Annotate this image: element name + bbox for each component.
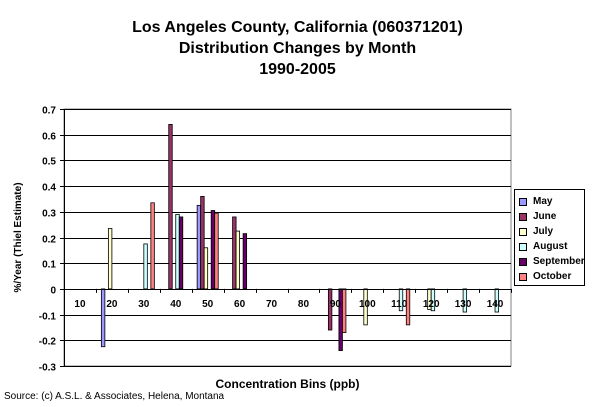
x-tick-label: 60 — [234, 299, 246, 310]
legend-label: July — [533, 226, 554, 237]
legend-item-september: September — [519, 254, 585, 269]
legend-swatch — [519, 227, 527, 236]
bar-may-20 — [100, 288, 106, 348]
legend-swatch — [519, 212, 527, 221]
bar-june-50 — [200, 195, 205, 290]
x-tick-label: 100 — [359, 299, 376, 310]
legend-item-june: June — [519, 209, 584, 224]
y-tick-label: 0.1 — [42, 260, 56, 271]
chart-title-line-2: Distribution Changes by Month — [178, 40, 417, 57]
bar-july-20 — [107, 228, 113, 290]
y-tick-label: -0.2 — [39, 337, 57, 348]
bar-october-90 — [342, 288, 347, 333]
y-tick-label: 0.6 — [42, 132, 56, 143]
legend-item-august: August — [519, 239, 584, 254]
legend-item-october: October — [519, 269, 584, 284]
bar-august-110 — [398, 288, 404, 312]
y-tick-label: 0.7 — [42, 106, 56, 117]
bar-august-40 — [175, 213, 180, 290]
bar-september-50 — [210, 210, 216, 290]
x-tick-label: 110 — [391, 299, 408, 310]
chart-legend: May June July August September October — [514, 189, 585, 286]
bar-august-140 — [494, 288, 499, 313]
legend-label: June — [533, 211, 557, 222]
legend-swatch — [519, 197, 527, 206]
x-tick-label: 50 — [202, 299, 214, 310]
x-tick-label: 30 — [138, 299, 150, 310]
x-tick-label: 90 — [330, 299, 342, 310]
legend-swatch — [519, 272, 527, 281]
y-tick-label: 0.2 — [42, 235, 56, 246]
legend-label: August — [533, 241, 568, 252]
bar-june-40 — [168, 124, 173, 290]
legend-swatch — [519, 242, 527, 251]
y-tick-label: 0.5 — [42, 157, 56, 168]
bar-july-50 — [203, 247, 209, 290]
bar-september-60 — [242, 233, 248, 290]
x-tick-label: 20 — [106, 299, 118, 310]
legend-swatch — [519, 257, 527, 266]
bar-august-130 — [462, 288, 468, 313]
bar-october-110 — [405, 288, 411, 326]
x-tick-label: 40 — [170, 299, 182, 310]
y-tick-label: -0.3 — [39, 363, 57, 374]
source-credit: Source: (c) A.S.L. & Associates, Helena,… — [4, 391, 225, 402]
bar-june-60 — [232, 216, 237, 290]
bar-september-40 — [178, 216, 184, 290]
x-tick-label: 120 — [423, 299, 440, 310]
y-tick-label: 0.4 — [42, 183, 56, 194]
x-tick-label: 80 — [298, 299, 310, 310]
x-axis-title: Concentration Bins (ppb) — [216, 377, 360, 391]
x-tick-label: 140 — [487, 299, 504, 310]
bar-august-120 — [430, 288, 436, 312]
legend-label: October — [533, 271, 572, 282]
y-tick-label: -0.1 — [39, 312, 57, 323]
bar-may-50 — [196, 204, 202, 290]
x-tick-label: 10 — [74, 299, 86, 310]
legend-label: September — [533, 256, 585, 267]
legend-item-may: May — [519, 194, 584, 209]
legend-label: May — [533, 196, 553, 207]
bar-october-30 — [150, 202, 155, 290]
y-tick-label: 0 — [50, 286, 56, 297]
plot-area — [63, 108, 512, 367]
y-axis-title: %/Year (Thiel Estimate) — [13, 182, 24, 292]
x-tick-label: 130 — [455, 299, 472, 310]
legend-item-july: July — [519, 224, 584, 239]
bar-october-50 — [214, 212, 219, 290]
y-tick-label: 0.3 — [42, 209, 56, 220]
bar-july-100 — [363, 288, 368, 326]
bar-august-30 — [143, 243, 148, 290]
chart-title-line-3: 1990-2005 — [259, 61, 336, 78]
bar-july-60 — [235, 230, 241, 290]
chart-title-line-1: Los Angeles County, California (06037120… — [132, 19, 463, 36]
x-tick-label: 70 — [266, 299, 278, 310]
bar-june-90 — [327, 288, 333, 331]
